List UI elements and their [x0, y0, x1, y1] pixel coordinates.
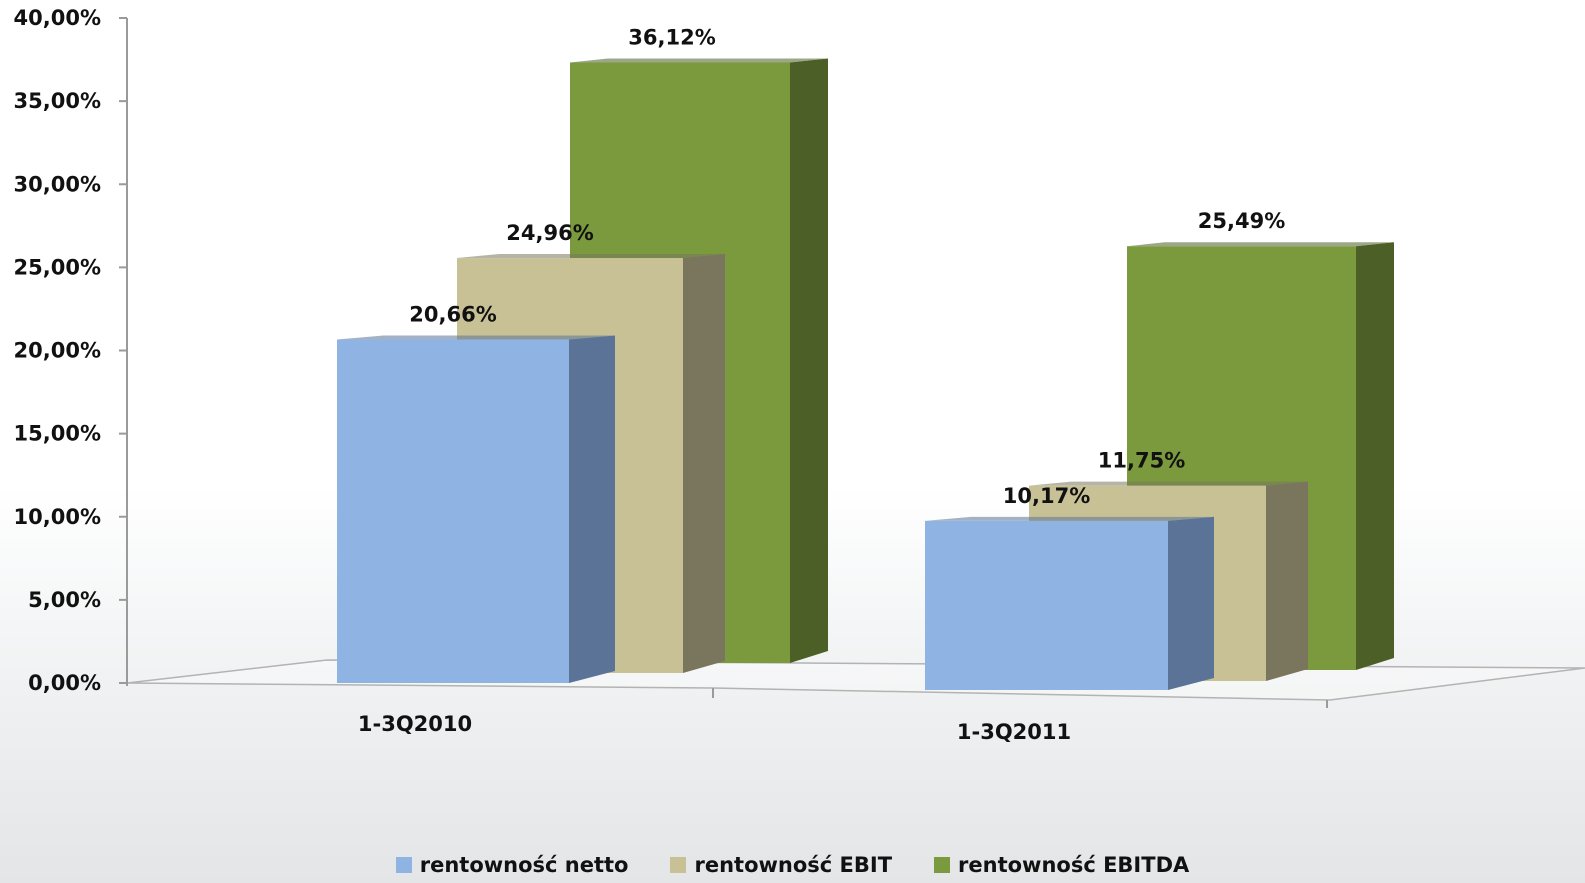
legend-swatch-ebitda: [934, 856, 951, 873]
data-label-1-0: 24,96%: [506, 221, 593, 245]
data-label-0-0: 20,66%: [409, 303, 496, 327]
y-tick-label: 40,00%: [14, 6, 101, 30]
legend-label-netto: rentowność netto: [419, 852, 629, 877]
y-tick-label: 0,00%: [28, 671, 101, 695]
bar-side-2-1: [1356, 242, 1394, 670]
y-tick-label: 20,00%: [14, 339, 101, 363]
data-label-2-0: 36,12%: [628, 26, 715, 50]
bar-top-1-0: [457, 254, 725, 259]
y-tick-label: 25,00%: [14, 255, 101, 279]
bar-top-0-1: [925, 516, 1214, 521]
y-tick-label: 5,00%: [28, 588, 101, 612]
bar-side-2-0: [790, 58, 828, 663]
data-label-0-1: 10,17%: [1003, 484, 1090, 508]
bar-side-1-1: [1266, 481, 1308, 681]
data-label-1-1: 11,75%: [1098, 449, 1185, 473]
legend-label-ebit: rentowność EBIT: [694, 852, 893, 877]
bar-front-0-1: [925, 520, 1168, 690]
bar-top-2-0: [570, 58, 828, 63]
legend: rentowność netto rentowność EBIT rentown…: [0, 846, 1585, 883]
y-tick-label: 10,00%: [14, 505, 101, 529]
bar-top-0-0: [337, 335, 615, 340]
x-category-label: 1-3Q2011: [957, 720, 1071, 744]
y-tick-label: 15,00%: [14, 422, 101, 446]
data-label-2-1: 25,49%: [1198, 209, 1285, 233]
bar-front-0-0: [337, 339, 569, 683]
legend-swatch-ebit: [670, 856, 687, 873]
legend-swatch-netto: [395, 856, 412, 873]
legend-item-ebit: rentowność EBIT: [670, 853, 892, 877]
bar-top-1-1: [1029, 481, 1308, 486]
legend-label-ebitda: rentowność EBITDA: [958, 852, 1190, 877]
bar-side-1-0: [683, 254, 725, 674]
legend-item-netto: rentowność netto: [395, 852, 629, 877]
bar-chart: 0,00% 5,00% 10,00% 15,00% 20,00% 25,00% 30,00%…: [14, 6, 1585, 744]
bar-top-2-1: [1127, 242, 1394, 247]
bar-side-0-1: [1168, 516, 1214, 690]
bar-side-0-0: [569, 335, 615, 683]
legend-item-ebitda: rentowność EBITDA: [934, 853, 1189, 877]
y-tick-label: 35,00%: [14, 89, 101, 113]
y-tick-label: 30,00%: [14, 172, 101, 196]
x-category-label: 1-3Q2010: [358, 712, 472, 736]
